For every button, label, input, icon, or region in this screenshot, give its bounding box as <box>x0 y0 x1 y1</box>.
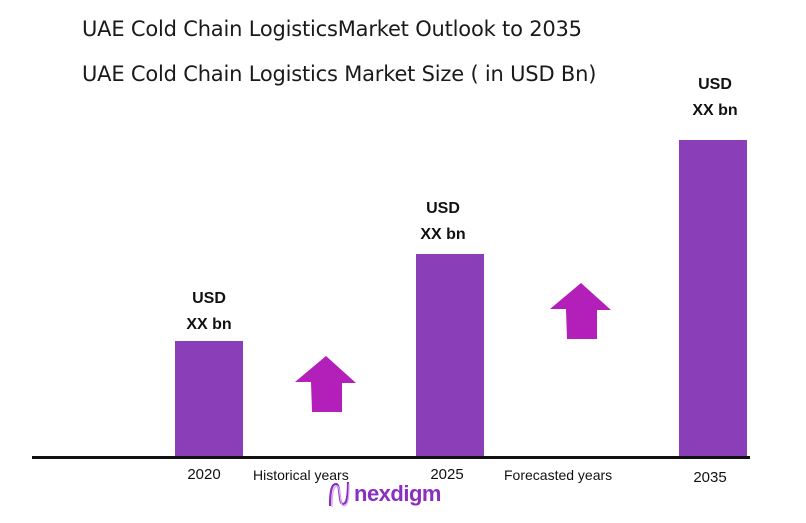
x-tick-2025: 2025 <box>430 466 464 483</box>
historical-years-label: Historical years <box>253 467 349 483</box>
bar-2025 <box>416 254 484 457</box>
value-currency: USD <box>698 76 732 93</box>
bar-2035 <box>679 140 747 457</box>
x-tick-2035: 2035 <box>693 469 727 486</box>
value-currency: USD <box>426 200 460 217</box>
bar-2020 <box>175 341 243 457</box>
value-currency: USD <box>192 290 226 307</box>
nexdigm-logo: nexdigm <box>328 480 441 508</box>
forecasted-years-label: Forecasted years <box>504 467 613 483</box>
x-axis-line <box>32 456 750 459</box>
up-arrow-icon <box>550 283 611 339</box>
up-arrow-icon <box>295 356 356 412</box>
logo-text: nexdigm <box>354 481 441 506</box>
x-tick-2020: 2020 <box>187 466 221 483</box>
bar-value-label-2020: USD XX bn <box>159 286 259 338</box>
value-amount: XX bn <box>692 102 738 119</box>
chart-title: UAE Cold Chain LogisticsMarket Outlook t… <box>82 17 582 41</box>
value-amount: XX bn <box>186 316 232 333</box>
chart-subtitle: UAE Cold Chain Logistics Market Size ( i… <box>82 62 597 86</box>
bar-value-label-2025: USD XX bn <box>393 196 493 248</box>
bar-value-label-2035: USD XX bn <box>665 72 765 124</box>
value-amount: XX bn <box>420 226 466 243</box>
nexdigm-logo-icon <box>328 481 350 508</box>
